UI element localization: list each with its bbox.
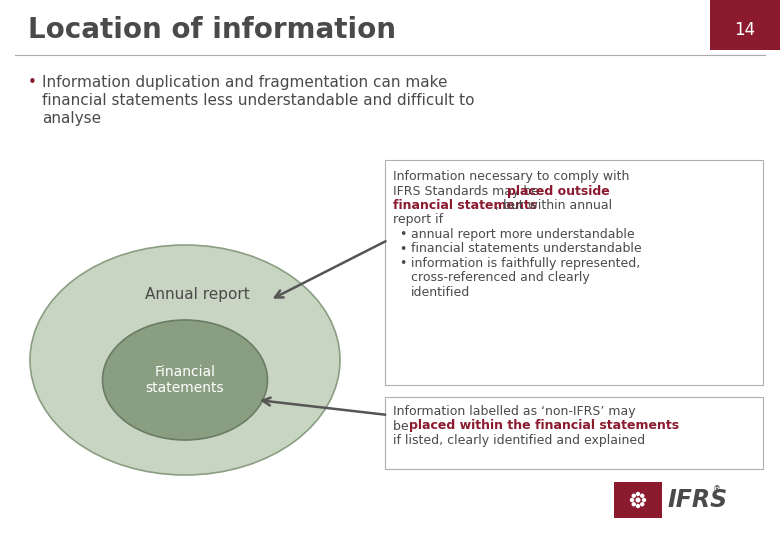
Text: identified: identified xyxy=(411,286,470,299)
Circle shape xyxy=(629,498,634,502)
Text: IFRS Standards may be: IFRS Standards may be xyxy=(393,185,543,198)
Text: , but within annual: , but within annual xyxy=(495,199,612,212)
Circle shape xyxy=(636,497,640,503)
Text: be: be xyxy=(393,420,413,433)
Text: 14: 14 xyxy=(735,21,756,39)
Circle shape xyxy=(636,492,640,496)
Text: Information labelled as ‘non-IFRS’ may: Information labelled as ‘non-IFRS’ may xyxy=(393,405,636,418)
Text: •: • xyxy=(28,75,37,90)
Text: IFRS: IFRS xyxy=(667,488,727,512)
Text: Information necessary to comply with: Information necessary to comply with xyxy=(393,170,629,183)
FancyBboxPatch shape xyxy=(710,0,780,50)
Text: Financial
statements: Financial statements xyxy=(146,365,225,395)
Circle shape xyxy=(642,498,646,502)
FancyBboxPatch shape xyxy=(385,160,763,385)
Text: placed within the financial statements: placed within the financial statements xyxy=(409,420,679,433)
Text: financial statements: financial statements xyxy=(393,199,537,212)
Text: information is faithfully represented,: information is faithfully represented, xyxy=(411,257,640,270)
Text: annual report more understandable: annual report more understandable xyxy=(411,228,635,241)
Ellipse shape xyxy=(102,320,268,440)
Text: Information duplication and fragmentation can make: Information duplication and fragmentatio… xyxy=(42,75,448,90)
Text: placed outside: placed outside xyxy=(507,185,610,198)
FancyBboxPatch shape xyxy=(614,482,662,518)
Text: •: • xyxy=(399,228,406,241)
Text: financial statements less understandable and difficult to: financial statements less understandable… xyxy=(42,93,474,108)
Circle shape xyxy=(640,502,644,507)
Text: •: • xyxy=(399,242,406,255)
Text: cross-referenced and clearly: cross-referenced and clearly xyxy=(411,272,590,285)
Text: •: • xyxy=(399,257,406,270)
Circle shape xyxy=(636,504,640,508)
Text: Annual report: Annual report xyxy=(145,287,250,302)
Text: analyse: analyse xyxy=(42,111,101,126)
Text: ®: ® xyxy=(713,485,722,495)
FancyBboxPatch shape xyxy=(385,397,763,469)
Circle shape xyxy=(640,494,644,498)
Text: if listed, clearly identified and explained: if listed, clearly identified and explai… xyxy=(393,434,645,447)
Text: financial statements understandable: financial statements understandable xyxy=(411,242,642,255)
Text: report if: report if xyxy=(393,213,443,226)
Circle shape xyxy=(632,494,636,498)
Text: Location of information: Location of information xyxy=(28,16,396,44)
Circle shape xyxy=(632,502,636,507)
Ellipse shape xyxy=(30,245,340,475)
